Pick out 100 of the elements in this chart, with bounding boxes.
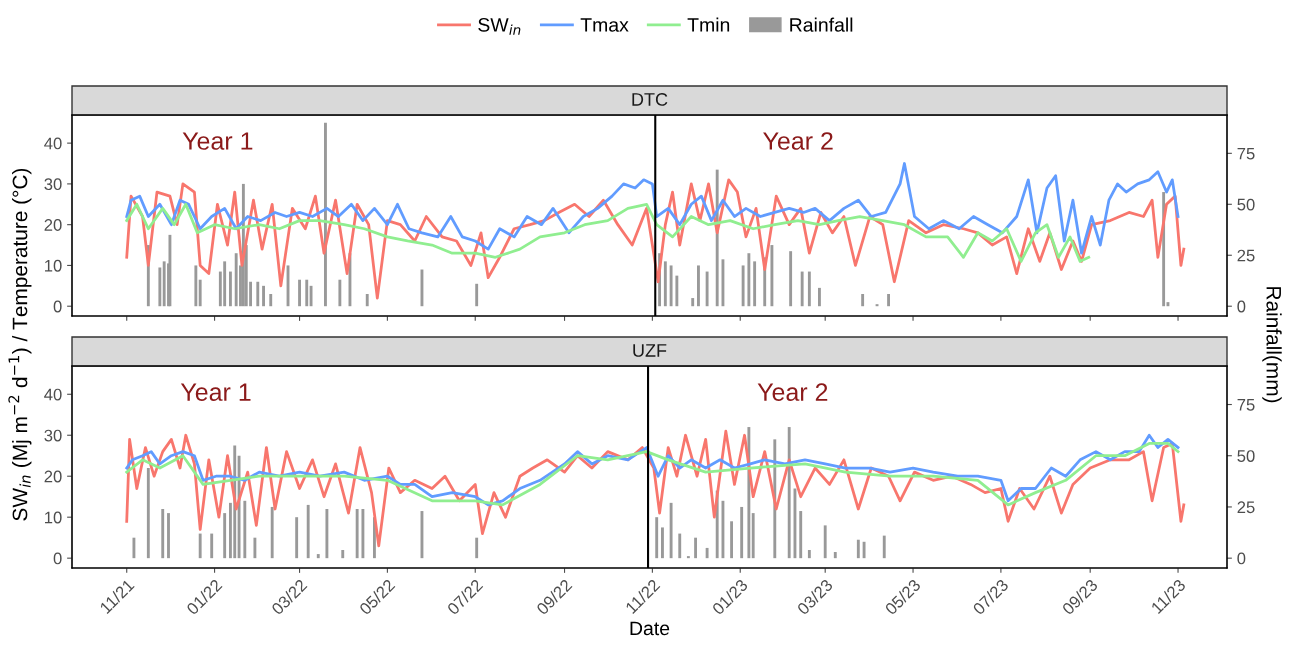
- y2-tick-label: 50: [1237, 450, 1255, 462]
- bar: [833, 552, 837, 559]
- bar: [361, 509, 365, 559]
- bar: [669, 265, 673, 307]
- bar: [161, 509, 165, 559]
- bar: [168, 234, 172, 307]
- bar: [753, 261, 757, 307]
- bar: [305, 279, 309, 307]
- legend-label: Tmin: [687, 17, 730, 32]
- annotation: Year 1: [182, 132, 253, 150]
- y-tick-label: 20: [44, 219, 62, 231]
- line-series: [125, 202, 1091, 263]
- bar: [167, 513, 170, 559]
- bar: [807, 271, 811, 307]
- bar: [475, 283, 479, 307]
- chart-title: UZF: [633, 344, 667, 357]
- bar: [669, 502, 673, 559]
- bar: [243, 500, 247, 559]
- bar: [162, 261, 166, 307]
- bar: [887, 293, 890, 307]
- bar: [678, 533, 682, 559]
- bar: [324, 122, 327, 307]
- y-tick-label: 40: [44, 137, 62, 150]
- bar: [691, 298, 695, 307]
- bar: [194, 265, 198, 307]
- y-tick-label: 10: [45, 259, 62, 272]
- x-axis-title: Date: [630, 621, 670, 636]
- bar: [661, 527, 664, 559]
- y2-tick-label: 75: [1237, 399, 1255, 411]
- bar: [158, 267, 162, 307]
- bar: [882, 535, 886, 559]
- bar: [223, 513, 227, 559]
- bar: [823, 525, 827, 559]
- bar: [338, 279, 342, 307]
- bar: [740, 506, 744, 559]
- bar: [325, 509, 329, 559]
- bar: [751, 513, 755, 559]
- y-tick-label: 10: [45, 511, 62, 524]
- bar: [262, 285, 265, 307]
- bar: [818, 287, 821, 307]
- bar: [475, 537, 479, 559]
- bar: [800, 271, 804, 307]
- annotation: Year 2: [757, 383, 828, 401]
- bar: [686, 556, 690, 559]
- y-tick-label: 20: [44, 470, 62, 483]
- y-tick-label: 40: [44, 388, 62, 401]
- bar: [309, 285, 313, 307]
- bar: [210, 533, 214, 559]
- bar: [730, 521, 734, 559]
- bar: [198, 279, 202, 307]
- annotation: Year 2: [763, 132, 833, 150]
- y2-tick-label: 0: [1237, 300, 1246, 313]
- bar: [234, 253, 238, 307]
- bar: [856, 539, 860, 559]
- y-tick-label: 0: [53, 300, 62, 313]
- bar: [355, 509, 359, 559]
- y2-axis-title: Rainfall(mm): [1262, 287, 1282, 403]
- legend-label: Tmax: [580, 18, 629, 32]
- bar: [253, 537, 257, 559]
- annotation: Year 1: [180, 383, 251, 401]
- bar: [223, 261, 227, 307]
- y-axis-title: SW$_{in}$ (Mj m$^{−2}$ d$^{−1}$) / Temperature (°C): [8, 168, 32, 521]
- y2-tick-label: 25: [1237, 501, 1255, 514]
- chart-title: DTC: [632, 93, 668, 106]
- bar: [295, 517, 299, 559]
- bar: [770, 245, 774, 307]
- bar: [697, 265, 700, 307]
- bar: [862, 541, 866, 559]
- y-tick-label: 30: [44, 178, 62, 191]
- bar: [789, 251, 793, 307]
- bar: [655, 517, 659, 559]
- y2-tick-label: 0: [1237, 552, 1246, 565]
- bar: [807, 549, 811, 559]
- y-tick-label: 30: [44, 429, 62, 442]
- legend-label: Rainfall: [790, 17, 853, 32]
- y2-tick-label: 75: [1237, 147, 1255, 160]
- bar: [675, 275, 679, 307]
- y2-tick-label: 50: [1237, 198, 1255, 211]
- y2-tick-label: 25: [1237, 249, 1255, 262]
- bar: [705, 271, 709, 307]
- bar: [228, 271, 232, 307]
- bar: [298, 279, 301, 307]
- bar: [861, 293, 865, 307]
- bar: [269, 293, 273, 307]
- bar: [341, 549, 345, 559]
- bar: [787, 427, 791, 559]
- bar: [741, 265, 745, 307]
- bar: [198, 533, 202, 559]
- bar: [365, 293, 369, 307]
- bar: [146, 468, 150, 559]
- bar: [799, 511, 803, 559]
- bar: [663, 261, 667, 307]
- bar: [256, 281, 260, 307]
- bar: [132, 537, 136, 559]
- bar: [306, 504, 310, 559]
- bar: [705, 547, 709, 559]
- bar: [694, 537, 698, 559]
- bar: [747, 253, 751, 307]
- bar: [316, 554, 320, 559]
- bar: [270, 506, 274, 559]
